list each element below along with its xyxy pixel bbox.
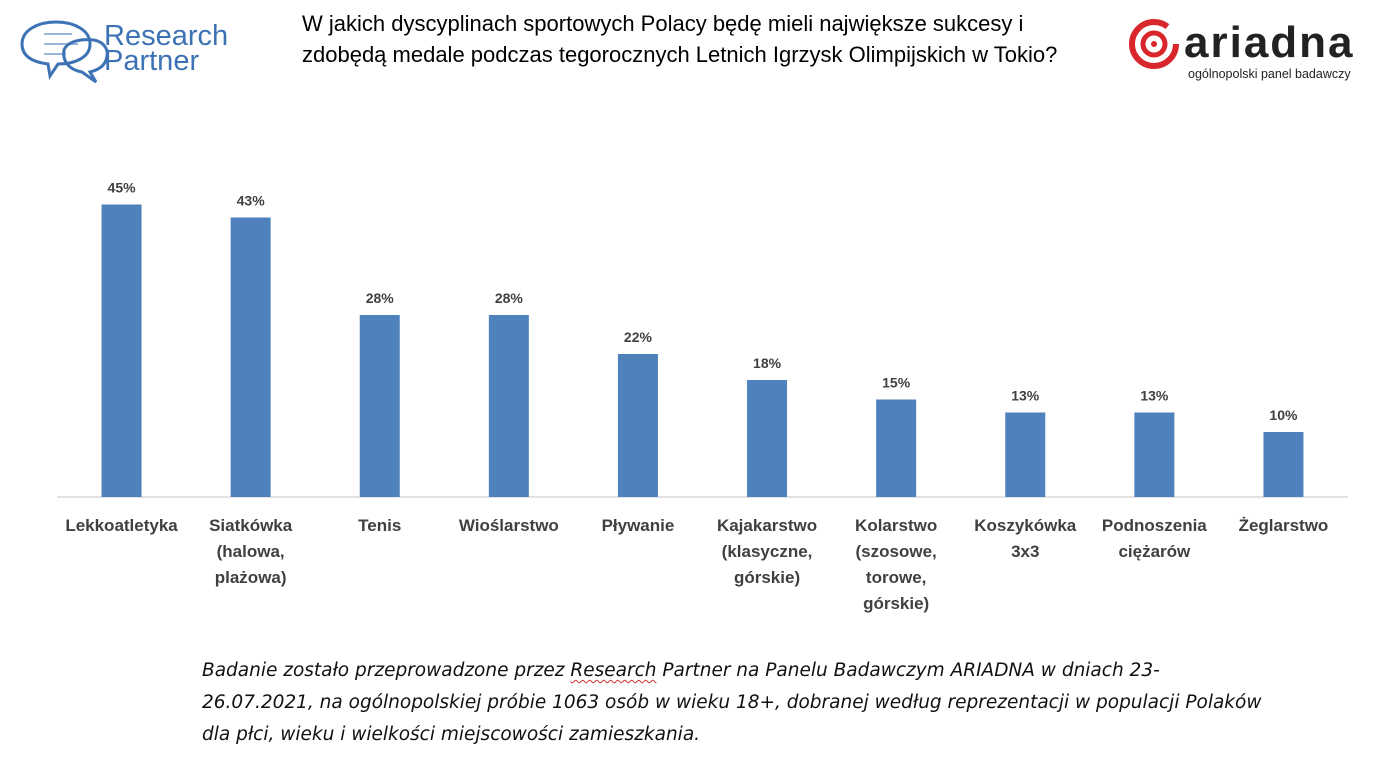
bar [101,204,142,497]
category-label-line: Żeglarstwo [1239,516,1329,535]
data-label: 28% [495,290,524,306]
ariadna-spiral-icon [1129,19,1179,69]
speech-bubbles-icon [20,20,109,84]
data-labels: 45% 43% 28% 28% 22% 18% 15% 13% 13% 10% [108,180,1298,424]
category-label-line: (szosowe, [856,542,937,561]
data-label: 28% [366,290,395,306]
ariadna-logo [1129,19,1179,69]
category-label-line: plażowa) [215,568,287,587]
category-label: Podnoszenia ciężarów [1102,516,1207,561]
research-partner-line2: Partner [104,45,200,77]
category-label: Kolarstwo (szosowe, torowe, górskie) [855,516,937,613]
category-label: Kajakarstwo (klasyczne, górskie) [717,516,817,587]
bar [747,380,788,497]
category-label-line: górskie) [734,568,800,587]
category-label-line: Koszykówka [974,516,1077,535]
bar [230,217,271,497]
category-label-line: Tenis [358,516,401,535]
data-label: 13% [1140,388,1169,404]
bar [1263,432,1304,497]
bar [1134,412,1175,497]
category-label: Pływanie [602,516,675,535]
category-label: Lekkoatletyka [65,516,178,535]
category-label-line: Wioślarstwo [459,516,559,535]
data-label: 22% [624,329,653,345]
bar-series [101,204,1304,497]
category-label-line: Kajakarstwo [717,516,817,535]
footnote-text-start: Badanie zostało przeprowadzone przez [202,660,571,681]
bar [876,399,917,497]
category-label-line: 3x3 [1011,542,1039,561]
data-label: 15% [882,375,911,391]
bar-chart: 45% 43% 28% 28% 22% 18% 15% 13% 13% 10% Lekkoatle… [57,180,1348,613]
category-label-line: Kolarstwo [855,516,937,535]
category-label: Siatkówka (halowa, plażowa) [209,516,293,587]
bar [488,315,529,497]
category-label-line: ciężarów [1118,542,1191,561]
category-label: Koszykówka 3x3 [974,516,1077,561]
ariadna-subtitle: ogólnopolski panel badawczy [1188,67,1351,81]
category-label: Żeglarstwo [1239,516,1329,535]
data-label: 45% [108,180,137,196]
category-label-line: (halowa, [217,542,285,561]
research-partner-line1: Research [104,20,229,52]
category-label-line: Pływanie [602,516,675,535]
research-partner-logo [20,20,109,84]
footnote-text-end: Partner na Panelu Badawczym ARIADNA w dn… [202,660,1262,745]
category-label-line: Siatkówka [209,516,293,535]
category-label-line: torowe, [866,568,926,587]
bar [617,354,658,497]
category-label-line: górskie) [863,594,929,613]
footnote-brand: Research [570,660,657,681]
data-label: 13% [1011,388,1040,404]
category-label-line: (klasyczne, [722,542,813,561]
category-labels: Lekkoatletyka Siatkówka (halowa, plażowa) Te… [65,516,1328,613]
chart-title: W jakich dyscyplinach sportowych Polacy … [302,11,1058,67]
category-label-line: Podnoszenia [1102,516,1207,535]
data-label: 10% [1269,407,1298,423]
bar [359,315,400,497]
ariadna-wordmark: ariadna [1184,18,1355,67]
category-label: Wioślarstwo [459,516,559,535]
research-partner-wordmark: Research Partner [104,20,229,77]
category-label: Tenis [358,516,401,535]
data-label: 43% [237,193,266,209]
methodology-footnote: Badanie zostało przeprowadzone przez Res… [202,655,1262,751]
category-label-line: Lekkoatletyka [65,516,178,535]
data-label: 18% [753,355,782,371]
bar [1005,412,1046,497]
